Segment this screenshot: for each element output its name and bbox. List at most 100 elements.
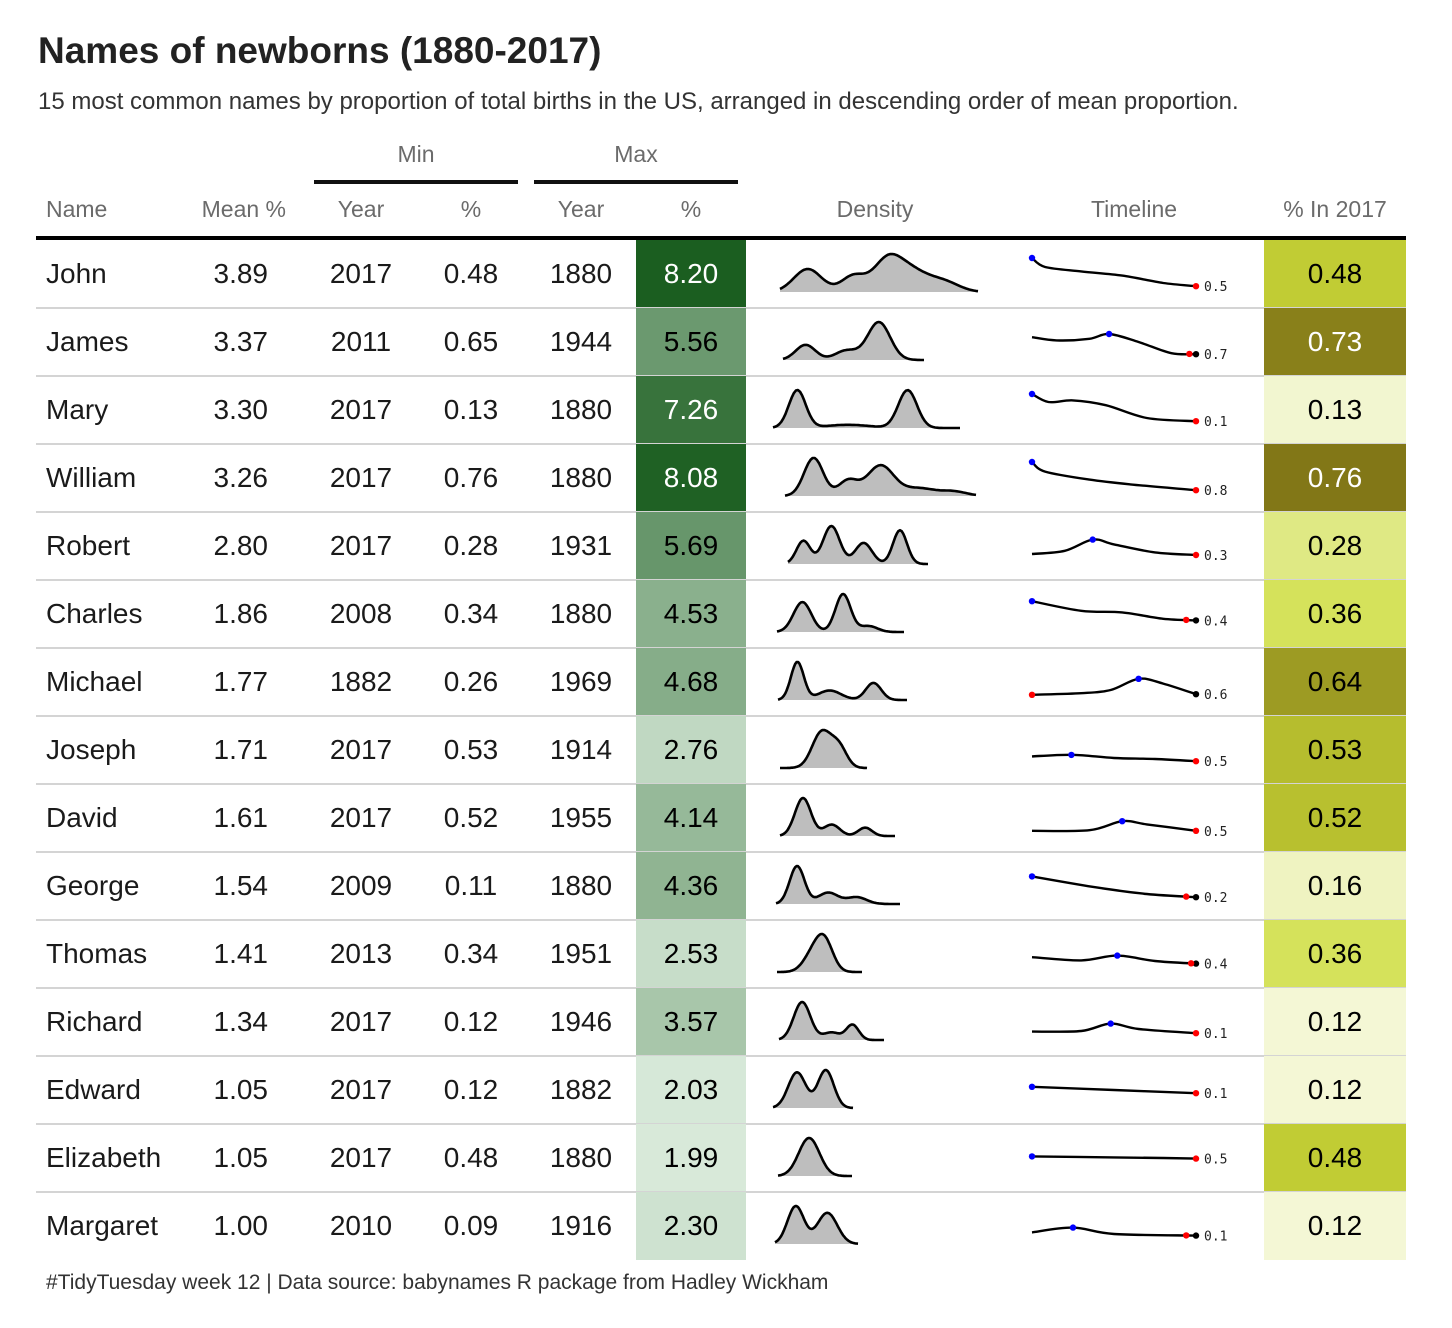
min-year-cell: 2017 [329,1074,393,1105]
density-sparkline [779,728,868,770]
max-pct-fill [636,716,746,784]
table-row: Elizabeth 1.05 2017 0.48 1880 1.99 0.48 0.5 [0,1124,1452,1192]
density-sparkline [779,796,895,838]
max-year-cell: 1880 [549,598,613,629]
max-pct-cell: 8.20 [663,258,719,289]
timeline-end-point [1192,617,1200,624]
name-cell: James [46,326,129,357]
density-sparkline [777,660,907,702]
density-line [779,728,868,770]
density-sparkline [784,456,977,497]
max-year-cell: 1880 [549,870,613,901]
timeline-end-point [1192,960,1200,967]
density-sparkline [777,1136,853,1178]
max-year-cell: 1882 [549,1074,613,1105]
timeline-sparkline: 0.4 [1031,952,1228,973]
density-area [778,1138,852,1176]
max-pct-cell: 2.30 [663,1210,719,1241]
timeline-min-point [1183,1232,1190,1239]
timeline-line [1031,819,1197,833]
density-sparkline [772,388,960,430]
min-year-cell: 2017 [329,802,393,833]
density-line [787,524,928,566]
mean-pct-cell: 1.05 [213,1142,269,1173]
column-header-max-year: Year [557,196,605,222]
density-area [780,254,978,292]
max-pct-fill [636,1124,746,1192]
density-line [772,1068,854,1110]
density-area [773,390,960,428]
timeline-sparkline: 0.8 [1028,458,1227,499]
pct-2017-fill [1264,444,1406,512]
table-row: Thomas 1.41 2013 0.34 1951 2.53 0.36 0.4 [0,920,1452,988]
density-area [776,866,900,904]
timeline-max-point [1028,458,1036,466]
density-area [773,1070,853,1108]
timeline-max-point [1089,536,1096,543]
pct-2017-cell: 0.16 [1307,870,1363,901]
density-line [778,1000,885,1042]
min-pct-cell: 0.28 [443,530,499,561]
min-year-cell: 2017 [329,462,393,493]
min-pct-cell: 0.12 [443,1074,499,1105]
density-sparkline [787,524,928,566]
name-cell: William [46,462,137,493]
column-header-name: Name [46,196,108,222]
timeline-min-point [1186,350,1193,358]
column-header-density: Density [836,196,914,222]
min-year-cell: 1882 [329,666,393,697]
max-year-cell: 1916 [549,1210,613,1241]
timeline-line [1031,753,1197,763]
timeline-line [1031,257,1197,288]
density-line [772,388,960,430]
max-pct-fill [636,852,746,920]
max-pct-cell: 7.26 [663,394,719,425]
max-pct-cell: 2.53 [663,938,719,969]
timeline-end-label: 0.1 [1204,1230,1227,1245]
pct-2017-fill [1264,784,1406,852]
timeline-max-point [1135,675,1142,682]
pct-2017-fill [1264,1056,1406,1124]
pct-2017-cell: 0.36 [1307,938,1363,969]
max-year-cell: 1955 [549,802,613,833]
min-pct-cell: 0.53 [443,734,499,765]
density-line [777,660,907,702]
density-sparkline [776,932,863,974]
timeline-end-point [1192,1232,1200,1239]
density-line [777,1136,853,1178]
timeline-end-label: 0.1 [1204,1027,1227,1042]
max-pct-cell: 4.53 [663,598,719,629]
timeline-min-point [1192,1155,1200,1162]
timeline-max-point [1028,254,1036,262]
mean-pct-cell: 1.00 [213,1210,269,1241]
min-pct-cell: 0.34 [443,598,499,629]
density-line [775,864,900,906]
min-year-cell: 2013 [329,938,393,969]
timeline-end-label: 0.5 [1204,825,1227,840]
mean-pct-cell: 3.26 [213,462,269,493]
mean-pct-cell: 3.30 [213,394,269,425]
timeline-min-point [1192,1030,1200,1037]
column-header-min-pct: % [460,196,482,222]
min-pct-cell: 0.48 [443,258,499,289]
timeline-end-label: 0.6 [1204,688,1227,703]
name-cell: Joseph [46,734,137,765]
timeline-max-point [1028,1083,1036,1090]
timeline-min-point [1192,283,1200,290]
max-year-cell: 1944 [549,326,613,357]
mean-pct-cell: 1.41 [213,938,269,969]
density-area [780,730,867,768]
max-pct-fill [636,444,746,512]
min-pct-cell: 0.65 [443,326,499,357]
timeline-line [1031,1085,1197,1095]
pct-2017-cell: 0.48 [1307,1142,1363,1173]
table-row: Margaret 1.00 2010 0.09 1916 2.30 0.12 0.1 [0,1192,1452,1260]
timeline-line [1031,392,1197,423]
pct-2017-fill [1264,580,1406,648]
pct-2017-cell: 0.12 [1307,1006,1363,1037]
timeline-end-point [1192,691,1200,698]
timeline-line [1031,1226,1197,1237]
max-pct-cell: 1.99 [663,1142,719,1173]
pct-2017-cell: 0.76 [1307,462,1363,493]
spanner-min-rule [314,180,518,184]
